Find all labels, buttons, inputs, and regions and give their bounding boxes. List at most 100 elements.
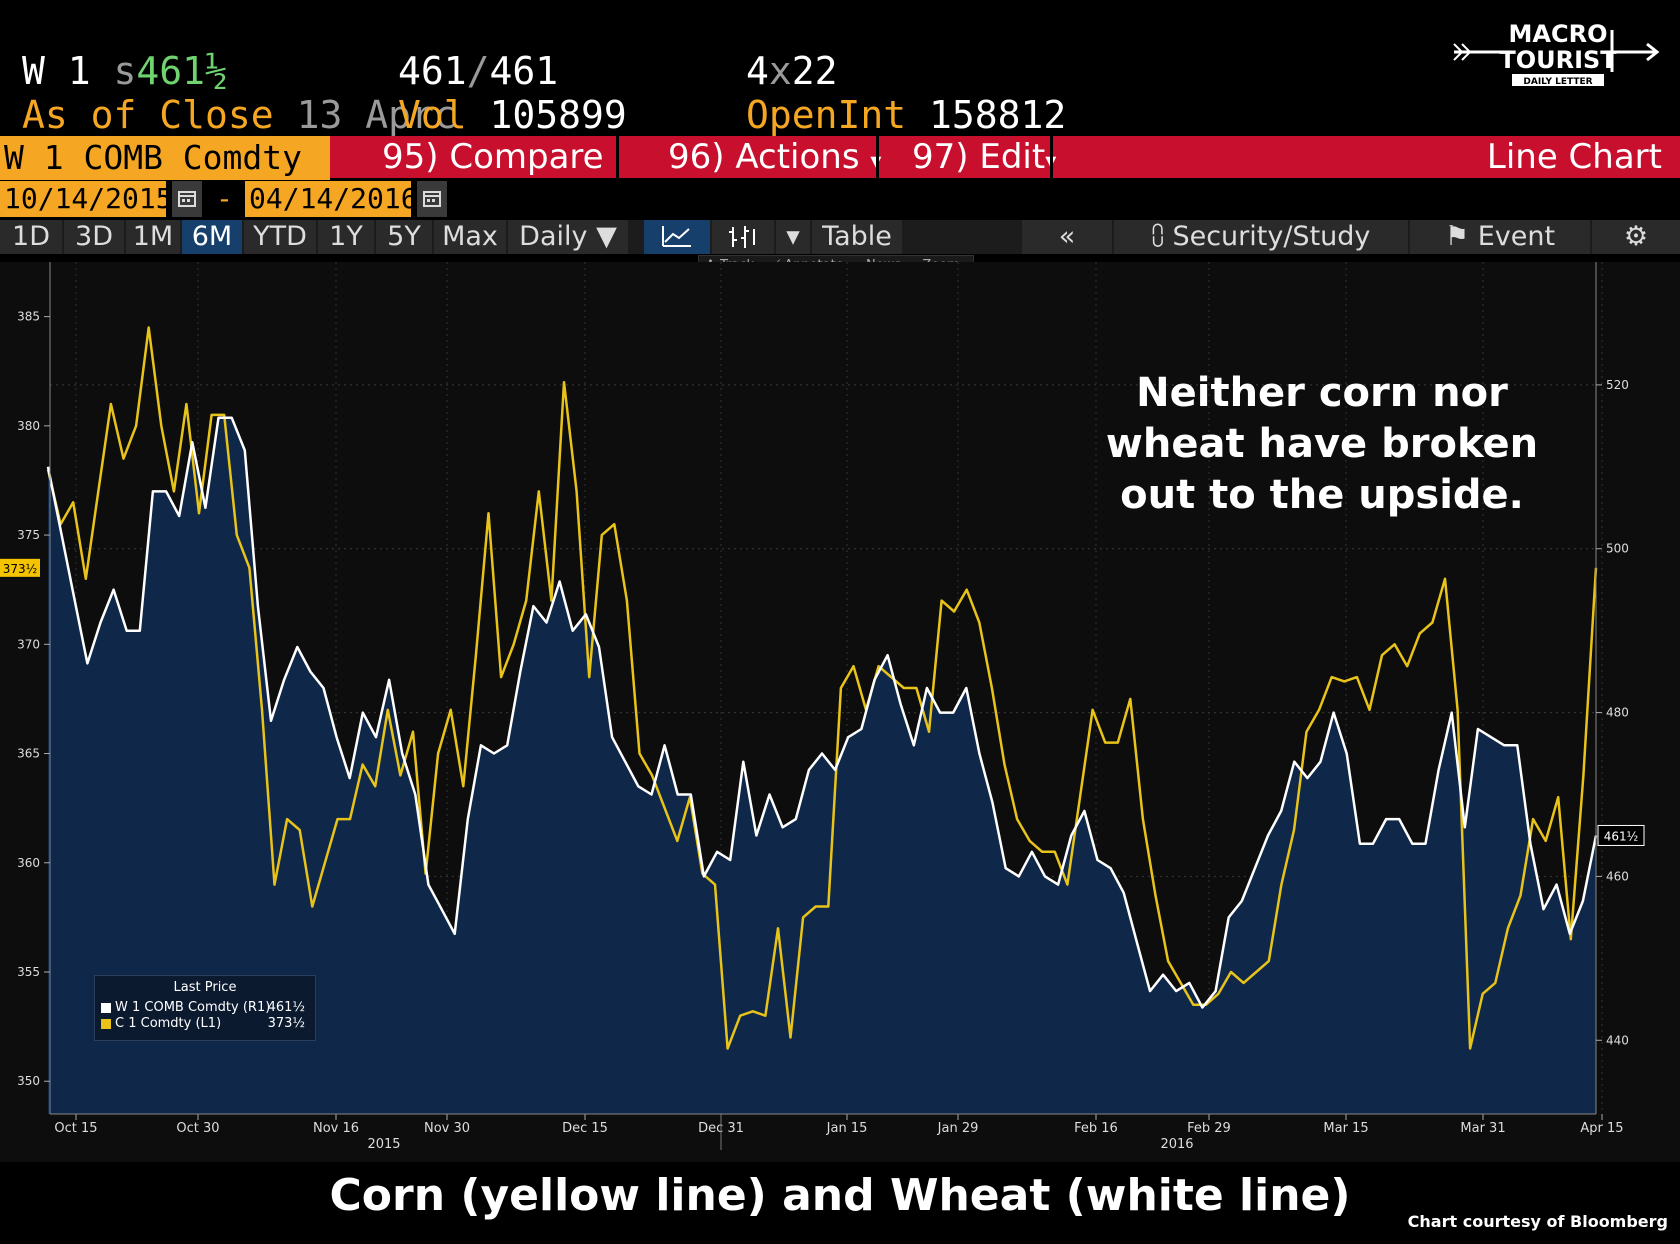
bid-ask-sep: / [466, 49, 490, 93]
edit-button[interactable]: 97) Edit▾ [912, 136, 1056, 178]
line-chart-icon[interactable] [644, 220, 710, 254]
corn-line [46, 326, 1598, 1050]
bar-chart-icon[interactable] [712, 220, 774, 254]
calendar-icon[interactable] [172, 181, 202, 217]
right-last-price-box [1597, 824, 1645, 846]
right-last-price-label: 461½ [1604, 829, 1639, 843]
end-date-field[interactable]: 04/14/2016 [245, 181, 418, 217]
open-interest: OpenInt 158812 [746, 93, 1066, 137]
ticker-short: W 1 [22, 49, 91, 93]
size-x: x [768, 49, 792, 93]
right-tick-label: 480 [1606, 706, 1629, 720]
size-bid: 4 [746, 49, 769, 93]
collapse-icon[interactable]: « [1022, 220, 1112, 254]
calendar-icon[interactable] [417, 181, 447, 217]
x-year-label: 2016 [1160, 1137, 1193, 1152]
security-study-button[interactable]: ⩇ Security/Study [1114, 220, 1408, 254]
left-tick-label: 385 [17, 310, 40, 324]
left-tick-label: 375 [17, 528, 40, 542]
x-tick-label: Feb 16 [1074, 1121, 1118, 1136]
x-tick-label: Mar 31 [1460, 1121, 1505, 1136]
menu-divider [1050, 136, 1053, 178]
logo-line3: DAILY LETTER [1523, 77, 1592, 87]
range-6m-button[interactable]: 6M [182, 220, 242, 254]
left-tick-label: 350 [17, 1074, 40, 1088]
security-study-label: Security/Study [1172, 221, 1371, 252]
bid-value: 461 [398, 49, 467, 93]
range-1d-button[interactable]: 1D [0, 220, 62, 254]
quote-line: W 1 s461½ [22, 50, 228, 92]
security-field[interactable]: W 1 COMB Comdty [0, 136, 330, 180]
table-button[interactable]: Table [812, 220, 902, 254]
logo-graphic: MACRO TOURIST DAILY LETTER [1453, 20, 1660, 87]
x-tick-label: Dec 15 [562, 1121, 608, 1136]
frequency-dropdown[interactable]: Daily ▼ [508, 220, 628, 254]
left-tick-label: 370 [17, 637, 40, 651]
annotation-line3: out to the upside. [1120, 472, 1524, 518]
volume: Vol 105899 [398, 93, 627, 137]
menu-divider [616, 136, 619, 178]
legend-swatch-wheat [101, 1002, 111, 1013]
left-tick-label: 380 [17, 419, 40, 433]
last-price-labels: 373½ 461½ [0, 558, 1645, 846]
event-button[interactable]: ⚑ Event [1410, 220, 1590, 254]
gear-icon[interactable]: ⚙ [1592, 220, 1680, 254]
bid-ask: 461/461 [398, 50, 558, 92]
left-tick-label: 360 [17, 856, 40, 870]
actions-label: 96) Actions [668, 137, 860, 177]
last-prefix: s [113, 49, 137, 93]
logo-line1: MACRO [1509, 20, 1608, 48]
x-tick-label: Feb 29 [1187, 1121, 1231, 1136]
left-last-price-label: 373½ [3, 562, 38, 576]
legend-swatch-corn [101, 1018, 111, 1029]
x-tick-label: Mar 15 [1323, 1121, 1368, 1136]
chevron-down-icon: ▾ [870, 149, 881, 174]
axes: Oct 15 Oct 30 Nov 16 Nov 30 Dec 15 Dec 31 Jan … [17, 262, 1629, 1152]
start-date-field[interactable]: 10/14/2015 [0, 181, 173, 217]
range-1m-button[interactable]: 1M [126, 220, 180, 254]
left-last-price-box [0, 558, 40, 577]
right-tick-label: 460 [1606, 869, 1629, 883]
wheat-line [46, 416, 1598, 1009]
range-5y-button[interactable]: 5Y [376, 220, 432, 254]
wheat-area [48, 417, 1596, 1114]
x-year-label: 2015 [367, 1137, 400, 1152]
x-tick-label: Nov 16 [313, 1121, 359, 1136]
chevron-down-icon: ▼ [596, 221, 617, 252]
range-ytd-button[interactable]: YTD [244, 220, 316, 254]
openint-label: OpenInt [746, 93, 907, 137]
x-tick-label: Nov 30 [424, 1121, 470, 1136]
right-tick-label: 520 [1606, 378, 1629, 392]
edit-label: 97) Edit [912, 137, 1046, 177]
stats-line: As of Close 13 Aprc [22, 93, 457, 137]
range-3d-button[interactable]: 3D [64, 220, 124, 254]
compare-button[interactable]: 95) Compare [382, 137, 604, 177]
flag-icon: ⚑ [1444, 221, 1470, 252]
area-layer [48, 417, 1596, 1114]
ask-value: 461 [489, 49, 559, 93]
chevron-down-icon[interactable]: ▾ [776, 220, 810, 254]
menu-divider [876, 136, 879, 178]
actions-button[interactable]: 96) Actions ▾ [668, 136, 881, 178]
range-max-button[interactable]: Max [434, 220, 506, 254]
macro-tourist-logo: MACRO TOURIST DAILY LETTER [1452, 10, 1662, 90]
legend: Last Price W 1 COMB Comdty (R1) 461½ C 1… [94, 975, 316, 1041]
as-of-label: As of Close [22, 93, 274, 137]
date-dash: - [216, 182, 233, 215]
last-price: 461½ [136, 49, 228, 93]
figure-caption: Corn (yellow line) and Wheat (white line… [329, 1170, 1351, 1221]
left-tick-label: 355 [17, 965, 40, 979]
line-layer [46, 326, 1598, 1050]
event-label: Event [1477, 221, 1556, 252]
legend-wheat-value: 461½ [267, 1000, 305, 1015]
legend-title: Last Price [173, 980, 237, 995]
right-tick-label: 440 [1606, 1033, 1629, 1047]
x-tick-label: Oct 30 [176, 1121, 219, 1136]
range-1y-button[interactable]: 1Y [318, 220, 374, 254]
logo-line2: TOURIST [1499, 46, 1617, 74]
vol-value: 105899 [489, 93, 627, 137]
bid-ask-size: 4x22 [746, 50, 838, 92]
study-icon: ⩇ [1151, 221, 1164, 252]
as-of-date: 13 Aprc [296, 93, 457, 137]
size-ask: 22 [791, 49, 838, 93]
